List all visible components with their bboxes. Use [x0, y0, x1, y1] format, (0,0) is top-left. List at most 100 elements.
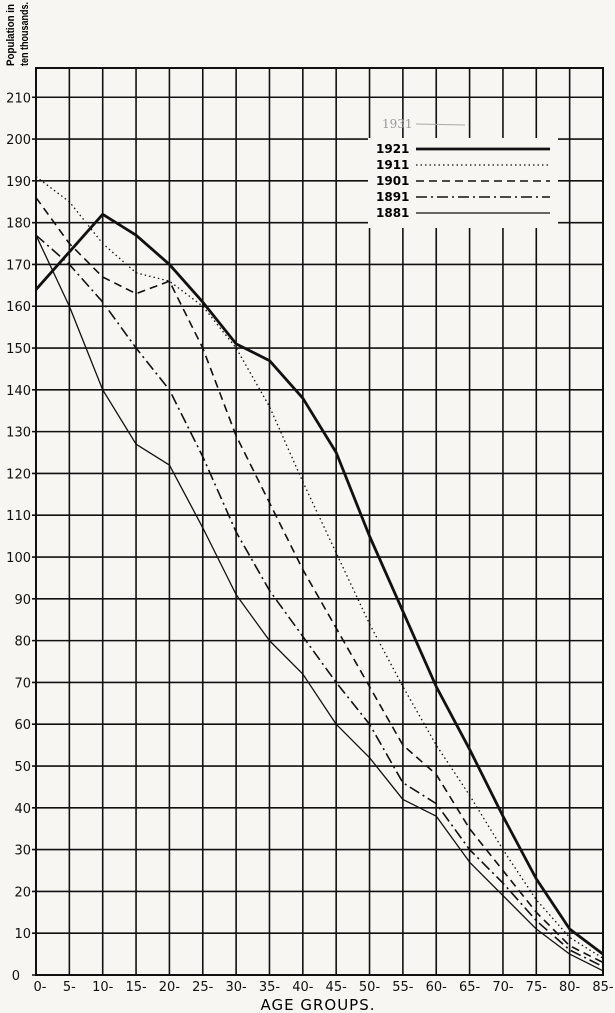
- y-axis-ticks: 0 10 20 30 40 50 60 70 80 90 100 110 120 130 140 150 160…: [6, 91, 31, 984]
- x-axis-ticks: 0- 5- 10- 15- 20- 25- 30- 35- 40- 45- 50- 55- 60- 65-…: [34, 980, 614, 995]
- x-tick-label: 70-: [492, 980, 514, 995]
- y-tick-label: 70: [14, 676, 31, 691]
- data-point-1891: [435, 802, 438, 805]
- y-tick-label: 180: [6, 217, 31, 232]
- data-point-1881: [402, 798, 404, 801]
- data-point-1901: [502, 869, 504, 872]
- data-point-1901: [35, 196, 37, 199]
- data-point-1921: [168, 263, 171, 266]
- x-tick-label: 15-: [125, 980, 147, 995]
- data-point-1901: [135, 292, 137, 295]
- data-point-1911: [535, 898, 538, 901]
- series-line-1921: [34, 212, 604, 956]
- data-point-1891: [268, 589, 271, 592]
- legend-label-1891: 1891: [376, 190, 409, 204]
- y-tick-label: 130: [6, 426, 31, 441]
- data-point-1891: [235, 531, 237, 533]
- data-point-1921: [368, 535, 371, 537]
- y-tick-label: 60: [14, 718, 31, 733]
- legend-label-1921: 1921: [376, 142, 409, 156]
- series-line-1911: [35, 176, 604, 959]
- y-tick-label: 120: [6, 467, 31, 482]
- legend-label-1881: 1881: [376, 206, 409, 220]
- data-point-1881: [168, 464, 171, 466]
- data-point-1901: [535, 911, 538, 914]
- data-point-1881: [101, 389, 104, 391]
- x-axis-label: AGE GROUPS.: [260, 996, 375, 1013]
- series-lines: [34, 175, 604, 972]
- x-tick-label: 80-: [559, 980, 581, 995]
- y-tick-label: 110: [6, 509, 31, 524]
- y-tick-label: 30: [14, 844, 31, 859]
- data-point-1921: [35, 288, 37, 291]
- data-point-1921: [235, 343, 237, 345]
- data-point-1911: [402, 685, 404, 688]
- y-tick-label: 170: [6, 258, 31, 273]
- data-point-1911: [101, 242, 104, 245]
- data-point-1901: [235, 435, 237, 437]
- series-line-1901: [35, 197, 604, 964]
- data-point-1901: [468, 827, 471, 830]
- y-tick-label: 150: [6, 342, 31, 357]
- data-point-1911: [368, 623, 371, 625]
- data-point-1901: [68, 242, 71, 245]
- data-point-1911: [468, 794, 471, 797]
- data-point-1901: [602, 961, 604, 964]
- y-tick-label: 190: [6, 175, 31, 190]
- y-tick-label: 140: [6, 384, 31, 399]
- data-point-1881: [201, 526, 204, 529]
- x-tick-label: 40-: [292, 980, 314, 995]
- data-point-1891: [68, 263, 71, 266]
- data-point-1881: [535, 928, 538, 930]
- y-tick-label: 20: [14, 885, 31, 900]
- x-tick-label: 25-: [192, 980, 214, 995]
- data-point-1881: [335, 723, 337, 726]
- data-point-1881: [368, 756, 371, 759]
- data-point-1891: [568, 949, 571, 951]
- x-tick-label: 50-: [359, 980, 381, 995]
- data-point-1891: [101, 301, 104, 303]
- data-point-1921: [302, 397, 304, 399]
- data-point-1881: [268, 639, 271, 642]
- legend-label-1911: 1911: [376, 158, 409, 172]
- data-point-1881: [35, 234, 37, 236]
- legend-label-1901: 1901: [376, 174, 409, 188]
- annotation-1931-line: [415, 123, 466, 126]
- data-point-1921: [435, 685, 438, 688]
- data-point-1911: [268, 405, 271, 408]
- data-point-1891: [368, 723, 371, 726]
- data-point-1891: [602, 965, 604, 968]
- data-point-1911: [201, 305, 204, 308]
- y-tick-label: 50: [14, 760, 31, 775]
- data-point-1901: [402, 744, 404, 746]
- data-point-1911: [302, 480, 304, 483]
- data-point-1921: [568, 928, 571, 930]
- data-point-1921: [335, 451, 337, 454]
- data-point-1901: [101, 276, 104, 278]
- data-point-1921: [602, 953, 604, 955]
- data-point-1881: [602, 970, 604, 972]
- series-line-1881: [35, 234, 604, 972]
- data-point-1911: [135, 272, 137, 274]
- x-tick-label: 0-: [34, 980, 47, 995]
- data-point-1921: [68, 251, 71, 253]
- data-point-1911: [335, 552, 337, 554]
- data-point-1921: [502, 815, 504, 817]
- data-point-1911: [502, 848, 504, 851]
- data-point-1901: [568, 944, 571, 947]
- data-point-1881: [502, 894, 504, 897]
- data-point-1911: [68, 200, 71, 203]
- x-tick-label: 10-: [92, 980, 114, 995]
- data-point-1891: [201, 455, 204, 458]
- data-point-1901: [268, 501, 271, 504]
- data-point-1881: [302, 673, 304, 675]
- series-line-1891: [35, 234, 604, 968]
- x-tick-label: 20-: [159, 980, 181, 995]
- x-tick-label: 55-: [392, 980, 414, 995]
- data-point-1901: [335, 627, 337, 629]
- data-point-1911: [602, 957, 604, 960]
- y-axis-label-group: Population in ten thousands.: [5, 2, 31, 66]
- x-tick-label: 5-: [63, 980, 76, 995]
- data-point-1881: [235, 593, 237, 596]
- data-point-1891: [302, 635, 304, 638]
